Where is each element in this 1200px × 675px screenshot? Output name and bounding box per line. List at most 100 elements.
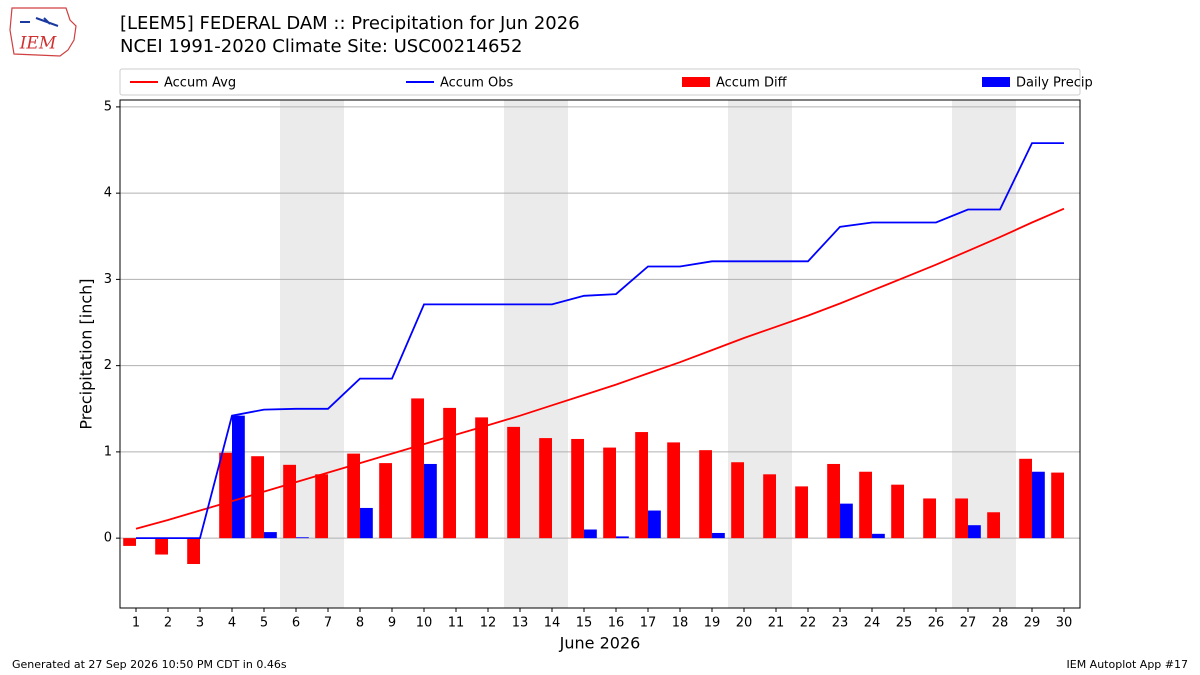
bar — [955, 498, 968, 539]
x-tick-label: 4 — [228, 616, 236, 631]
bar — [219, 452, 232, 539]
x-tick-label: 24 — [864, 616, 881, 631]
legend-label: Accum Obs — [440, 76, 513, 91]
legend-swatch — [982, 77, 1010, 87]
x-tick-label: 27 — [960, 616, 977, 631]
bar — [283, 464, 296, 539]
line — [135, 207, 1065, 530]
y-tick-label: 3 — [104, 272, 112, 287]
footer-right: IEM Autoplot App #17 — [1067, 658, 1189, 671]
x-tick-label: 30 — [1056, 616, 1073, 631]
x-tick-label: 23 — [832, 616, 849, 631]
bar — [891, 484, 904, 539]
bar — [347, 453, 360, 539]
chart-title: [LEEM5] FEDERAL DAM :: Precipitation for… — [120, 13, 580, 34]
bar — [635, 432, 648, 539]
legend — [119, 68, 1081, 96]
bar — [616, 536, 629, 539]
x-tick-label: 10 — [416, 616, 433, 631]
bar — [859, 471, 872, 539]
x-tick-label: 11 — [448, 616, 465, 631]
bar — [968, 525, 981, 539]
x-tick-label: 6 — [292, 616, 300, 631]
y-axis-label: Precipitation [inch] — [77, 278, 96, 429]
bar — [443, 407, 456, 539]
bar — [539, 438, 552, 539]
bar — [360, 507, 373, 539]
legend-label: Accum Diff — [716, 76, 788, 91]
x-tick-label: 26 — [928, 616, 945, 631]
bar — [872, 533, 885, 539]
bar — [123, 538, 136, 546]
legend-swatch — [682, 77, 710, 87]
bar — [987, 512, 1000, 539]
bar — [827, 463, 840, 539]
line — [136, 142, 1064, 539]
bar — [603, 447, 616, 539]
x-tick-label: 8 — [356, 616, 364, 631]
bar — [155, 538, 168, 555]
x-tick-label: 22 — [800, 616, 817, 631]
bar — [731, 462, 744, 539]
bar — [648, 510, 661, 539]
bar — [923, 498, 936, 539]
bar — [667, 442, 680, 539]
x-tick-label: 15 — [576, 616, 593, 631]
bar — [763, 474, 776, 539]
x-tick-label: 25 — [896, 616, 913, 631]
bar — [251, 456, 264, 539]
logo-icon — [20, 17, 59, 27]
logo: IEM — [9, 7, 77, 57]
bar — [840, 503, 853, 539]
plot-frame — [119, 99, 1081, 609]
legend-label: Accum Avg — [164, 76, 236, 91]
x-tick-label: 14 — [544, 616, 561, 631]
x-tick-label: 9 — [388, 616, 396, 631]
bar — [795, 486, 808, 539]
x-tick-label: 28 — [992, 616, 1009, 631]
bar — [1032, 471, 1045, 539]
bar — [1051, 472, 1064, 539]
bar — [411, 398, 424, 539]
bar — [296, 537, 309, 539]
bar — [315, 474, 328, 539]
logo-text: IEM — [19, 34, 57, 54]
x-axis-label: June 2026 — [559, 634, 641, 653]
x-tick-label: 12 — [480, 616, 497, 631]
x-tick-label: 3 — [196, 616, 204, 631]
y-tick-label: 0 — [104, 531, 112, 546]
y-tick-label: 5 — [104, 99, 112, 114]
y-tick-label: 2 — [104, 358, 112, 373]
x-tick-label: 2 — [164, 616, 172, 631]
bar — [584, 529, 597, 539]
bar — [507, 426, 520, 539]
x-tick-label: 18 — [672, 616, 689, 631]
bar — [712, 532, 725, 539]
bar — [699, 450, 712, 539]
legend-label: Daily Precip — [1016, 76, 1093, 91]
bar — [187, 538, 200, 565]
x-tick-label: 16 — [608, 616, 625, 631]
bar — [571, 438, 584, 539]
bar — [379, 463, 392, 539]
y-tick-label: 1 — [104, 444, 112, 459]
bar — [475, 417, 488, 539]
x-tick-label: 29 — [1024, 616, 1041, 631]
bar — [424, 463, 437, 539]
bar — [1019, 458, 1032, 539]
x-tick-label: 13 — [512, 616, 529, 631]
x-tick-label: 17 — [640, 616, 657, 631]
x-tick-label: 7 — [324, 616, 332, 631]
chart-subtitle: NCEI 1991-2020 Climate Site: USC00214652 — [120, 36, 522, 57]
x-tick-label: 19 — [704, 616, 721, 631]
y-tick-label: 4 — [104, 186, 112, 201]
x-tick-label: 5 — [260, 616, 268, 631]
logo-outline — [9, 7, 77, 57]
bar — [264, 532, 277, 539]
footer-left: Generated at 27 Sep 2026 10:50 PM CDT in… — [12, 658, 287, 671]
x-tick-label: 21 — [768, 616, 785, 631]
bar — [232, 415, 245, 539]
x-tick-label: 1 — [132, 616, 140, 631]
x-tick-label: 20 — [736, 616, 753, 631]
